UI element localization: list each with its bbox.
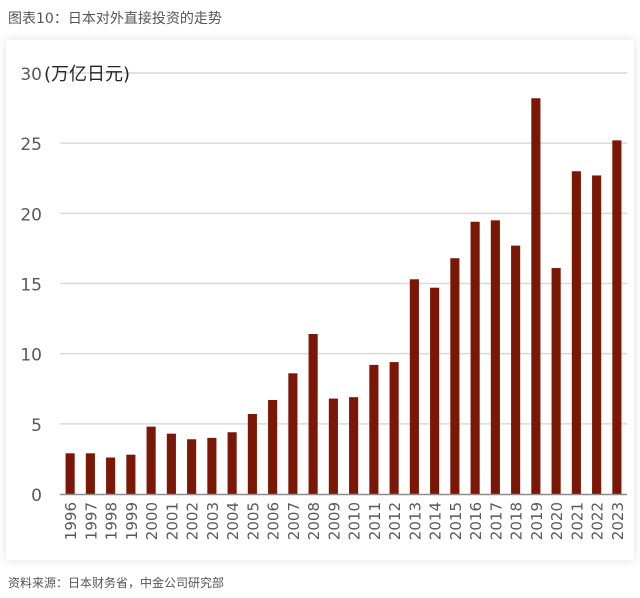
x-tick-label: 2004: [224, 502, 242, 540]
x-tick-label: 2012: [386, 502, 404, 540]
bar: [126, 454, 136, 494]
y-tick-label: 5: [31, 416, 42, 436]
bar: [551, 268, 561, 494]
x-tick-label: 2003: [204, 502, 222, 540]
y-axis-ticks: 0 5 10 15 20 25 30 (万亿日元): [20, 64, 130, 506]
bar: [106, 457, 116, 494]
x-tick-label: 2020: [548, 502, 566, 540]
x-tick-label: 2023: [609, 502, 627, 540]
y-tick-label: 15: [20, 276, 42, 296]
bars: [65, 98, 622, 495]
bar: [470, 221, 480, 494]
x-tick-label: 2013: [406, 502, 424, 540]
bar: [85, 453, 95, 494]
x-tick-label: 2009: [325, 502, 343, 540]
x-tick-label: 2010: [346, 502, 364, 540]
bar: [571, 171, 581, 494]
y-tick-label: 30: [20, 65, 42, 85]
bar: [308, 334, 318, 494]
x-tick-label: 1999: [123, 502, 141, 540]
x-tick-label: 2015: [447, 502, 465, 540]
bar: [409, 279, 419, 494]
bar: [146, 426, 156, 494]
x-tick-label: 2002: [184, 502, 202, 540]
bar: [389, 362, 399, 494]
y-tick-label: 10: [20, 346, 42, 366]
y-axis-label: (万亿日元): [44, 64, 130, 85]
bar: [430, 287, 440, 494]
x-tick-label: 2011: [366, 502, 384, 540]
x-tick-label: 2008: [305, 502, 323, 540]
bar: [511, 245, 521, 494]
bar: [247, 414, 257, 494]
x-tick-label: 2019: [528, 502, 546, 540]
x-tick-label: 2021: [568, 502, 586, 540]
x-tick-label: 2007: [285, 502, 303, 540]
bar: [187, 439, 197, 494]
x-tick-label: 1996: [62, 502, 80, 540]
x-tick-label: 2005: [244, 502, 262, 540]
bar: [592, 175, 602, 494]
bar: [531, 98, 541, 494]
figure-title: 图表10：日本对外直接投资的走势: [8, 11, 222, 27]
bar: [166, 433, 176, 494]
x-tick-label: 1997: [82, 502, 100, 540]
bar: [288, 373, 298, 494]
x-tick-label: 2014: [427, 502, 445, 540]
bar: [349, 397, 359, 494]
figure-source: 资料来源：日本财务省，中金公司研究部: [8, 576, 225, 590]
bar: [268, 399, 278, 494]
x-tick-label: 2022: [589, 502, 607, 540]
y-tick-label: 20: [20, 205, 42, 225]
y-tick-label: 25: [20, 135, 42, 155]
bar: [490, 220, 500, 494]
x-axis-ticks: 1996 1997 1998 1999 2000 2001 2002 2003 2004 2005…: [62, 502, 627, 540]
y-tick-label: 0: [31, 486, 42, 506]
x-tick-label: 2001: [163, 502, 181, 540]
bar: [369, 364, 379, 494]
x-tick-label: 2006: [265, 502, 283, 540]
x-tick-label: 2018: [508, 502, 526, 540]
bar: [207, 437, 217, 494]
bar: [65, 453, 75, 494]
gridlines: [60, 72, 627, 425]
bar: [328, 398, 338, 494]
x-tick-label: 2000: [143, 502, 161, 540]
x-tick-label: 2017: [487, 502, 505, 540]
bar: [450, 258, 460, 494]
bar: [227, 432, 237, 494]
bar: [612, 140, 622, 495]
x-tick-label: 1998: [103, 502, 121, 540]
x-tick-label: 2016: [467, 502, 485, 540]
